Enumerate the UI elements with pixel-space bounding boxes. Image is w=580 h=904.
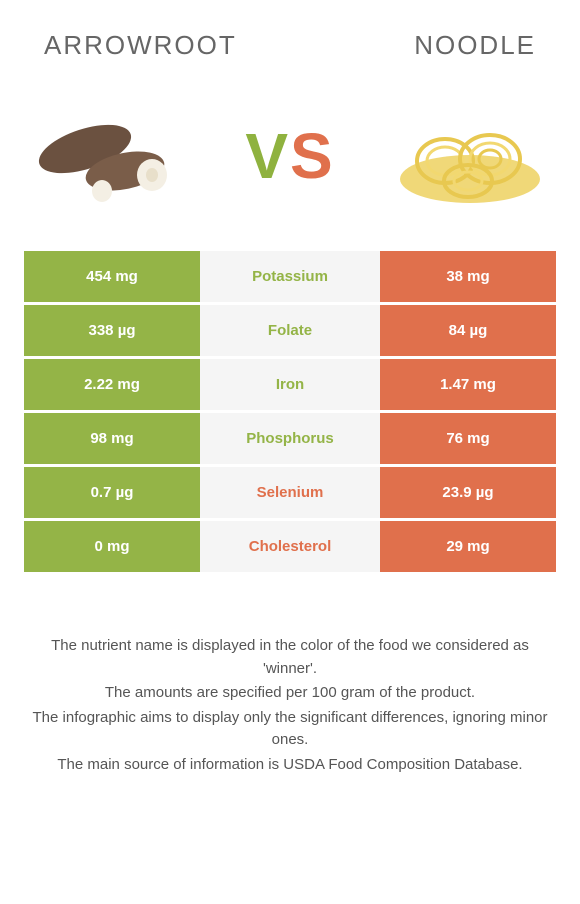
noodle-image [390,101,550,211]
right-value: 76 mg [380,413,556,464]
left-value: 98 mg [24,413,200,464]
right-title: Noodle [414,30,536,61]
footer-line-2: The amounts are specified per 100 gram o… [24,682,556,705]
table-row: 2.22 mgIron1.47 mg [24,359,556,410]
nutrient-name: Cholesterol [200,521,380,572]
footer: The nutrient name is displayed in the co… [0,575,580,776]
vs-row: VS [0,81,580,251]
left-title: Arrowroot [44,30,237,61]
right-value: 38 mg [380,251,556,302]
left-value: 0 mg [24,521,200,572]
right-value: 23.9 µg [380,467,556,518]
arrowroot-image [30,101,190,211]
right-value: 84 µg [380,305,556,356]
footer-line-1: The nutrient name is displayed in the co… [24,635,556,680]
nutrient-name: Iron [200,359,380,410]
table-row: 338 µgFolate84 µg [24,305,556,356]
nutrient-name: Folate [200,305,380,356]
vs-s: S [290,120,335,192]
vs-label: VS [245,119,334,193]
table-row: 0.7 µgSelenium23.9 µg [24,467,556,518]
table-row: 0 mgCholesterol29 mg [24,521,556,572]
left-value: 338 µg [24,305,200,356]
vs-v: V [245,120,290,192]
left-value: 2.22 mg [24,359,200,410]
left-value: 454 mg [24,251,200,302]
nutrient-name: Potassium [200,251,380,302]
nutrient-name: Phosphorus [200,413,380,464]
right-value: 29 mg [380,521,556,572]
header: Arrowroot Noodle [0,0,580,81]
table-row: 98 mgPhosphorus76 mg [24,413,556,464]
left-value: 0.7 µg [24,467,200,518]
right-value: 1.47 mg [380,359,556,410]
nutrient-name: Selenium [200,467,380,518]
footer-line-3: The infographic aims to display only the… [24,707,556,752]
footer-line-4: The main source of information is USDA F… [24,754,556,777]
table-row: 454 mgPotassium38 mg [24,251,556,302]
nutrient-table: 454 mgPotassium38 mg338 µgFolate84 µg2.2… [0,251,580,572]
